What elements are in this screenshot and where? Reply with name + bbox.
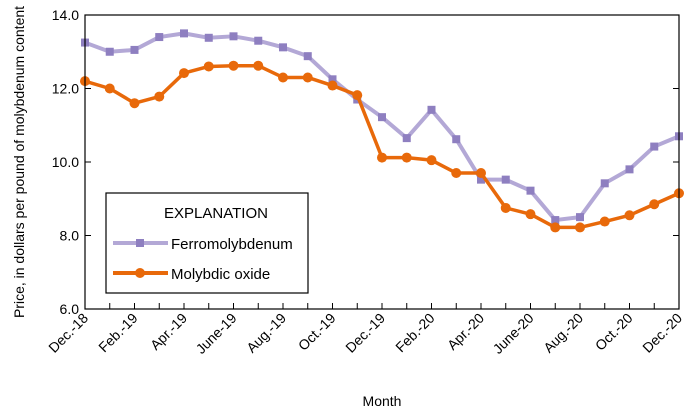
data-point-molybdic-oxide [599,216,610,227]
x-tick-label: Feb.-19 [95,310,141,356]
y-tick-label: 10.0 [52,154,79,170]
x-axis-title: Month [363,393,402,409]
data-point-ferromolybdenum [204,33,213,42]
y-tick-label: 12.0 [52,81,79,97]
data-point-molybdic-oxide [352,90,363,101]
x-tick-label: Dec.-20 [639,310,685,356]
data-point-molybdic-oxide [154,91,165,102]
data-point-ferromolybdenum [303,52,312,61]
data-point-ferromolybdenum [600,179,609,188]
data-point-molybdic-oxide [500,202,511,213]
y-tick-label: 8.0 [60,228,80,244]
x-tick-label: Dec.-19 [342,310,388,356]
x-tick-label: Feb.-20 [392,310,438,356]
data-point-molybdic-oxide [624,210,635,221]
data-point-molybdic-oxide [253,60,264,71]
data-point-molybdic-oxide [179,68,189,79]
data-point-ferromolybdenum [576,213,584,222]
data-point-molybdic-oxide [575,222,585,233]
y-axis-ticks: 6.0 8.0 10.0 12.0 14.0 [52,7,679,317]
data-point-ferromolybdenum [452,135,461,144]
data-point-molybdic-oxide [550,222,561,233]
legend-marker-molybdic-oxide [135,268,145,278]
y-tick-label: 6.0 [60,301,80,317]
legend-label-ferromolybdenum: Ferromolybdenum [171,236,293,253]
data-point-ferromolybdenum [130,45,139,54]
data-point-ferromolybdenum [551,216,560,225]
legend-marker-ferromolybdenum [136,239,144,247]
legend-label-molybdic-oxide: Molybdic oxide [171,266,270,283]
data-point-molybdic-oxide [129,98,140,109]
data-point-molybdic-oxide [476,168,486,179]
y-axis-title: Price, in dollars per pound of molybdenu… [11,6,27,318]
x-tick-label: June-19 [193,310,240,357]
x-axis-ticks: Dec.-18 Feb.-19 Apr.-19 June-19 Aug.-19 Oct.-… [45,303,685,357]
plot-area-frame [84,14,680,310]
data-point-molybdic-oxide [302,72,313,83]
series-line-ferromolybdenum [84,31,680,223]
data-point-molybdic-oxide [278,72,288,83]
data-point-molybdic-oxide [377,152,387,163]
data-point-molybdic-oxide [426,155,437,166]
data-point-ferromolybdenum [229,32,238,41]
data-point-molybdic-oxide [401,152,412,163]
data-point-ferromolybdenum [402,134,411,143]
data-point-molybdic-oxide [203,61,214,72]
x-tick-label: Aug.-20 [540,310,586,356]
x-tick-label: Apr.-20 [444,310,487,353]
data-point-molybdic-oxide [525,209,536,220]
data-point-molybdic-oxide [327,80,338,91]
legend-title: EXPLANATION [164,205,268,222]
data-point-molybdic-oxide [228,60,239,71]
data-point-ferromolybdenum [254,36,263,45]
data-point-ferromolybdenum [328,75,337,84]
data-point-ferromolybdenum [501,175,510,184]
data-point-ferromolybdenum [650,142,659,151]
data-point-ferromolybdenum [180,29,188,38]
data-point-ferromolybdenum [155,33,164,42]
legend: EXPLANATION Ferromolybdenum Molybdic oxi… [105,192,309,294]
x-tick-label: June-20 [490,310,537,357]
data-point-ferromolybdenum [625,165,634,174]
y-tick-label: 14.0 [52,7,79,23]
data-point-molybdic-oxide [104,83,115,94]
x-tick-label: Oct.-19 [295,310,339,354]
x-tick-label: Apr.-19 [147,310,190,353]
data-point-ferromolybdenum [279,43,287,52]
data-point-ferromolybdenum [477,175,485,184]
data-point-ferromolybdenum [526,186,535,195]
data-point-ferromolybdenum [105,47,114,56]
x-tick-label: Aug.-19 [243,310,289,356]
x-tick-label: Oct.-20 [592,310,636,354]
series-layer [80,29,684,233]
data-point-ferromolybdenum [378,113,386,122]
data-point-ferromolybdenum [427,105,436,114]
data-point-molybdic-oxide [451,168,462,179]
data-point-molybdic-oxide [649,199,660,210]
